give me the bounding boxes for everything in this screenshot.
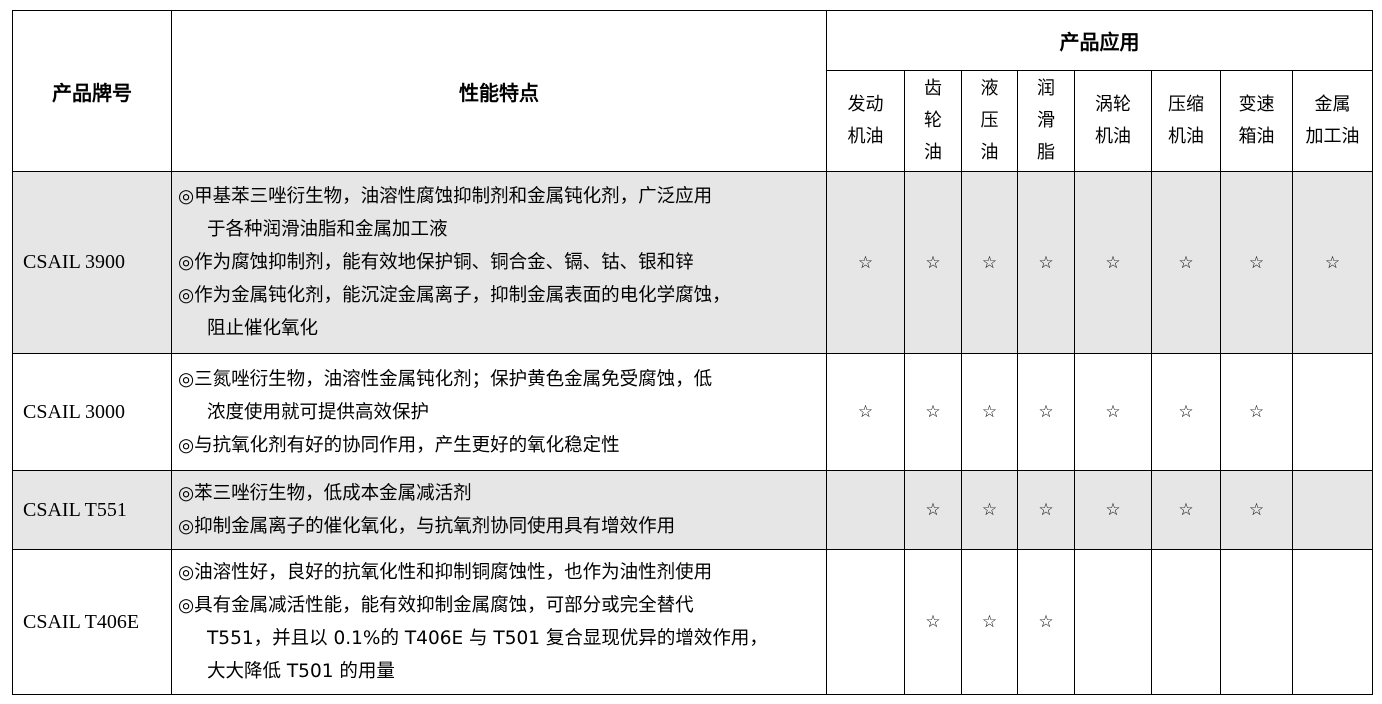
header-features: 性能特点	[171, 10, 827, 172]
empty-cell	[826, 549, 905, 695]
header-app-line: 变速	[1238, 94, 1275, 115]
header-app-2: 液压油	[961, 70, 1018, 172]
star-icon: ☆	[904, 549, 962, 695]
table-row: CSAIL 3000 ◎三氮唑衍生物，油溶性金属钝化剂；保护黄色金属免受腐蚀，低浓…	[12, 353, 1373, 471]
feature-line: ◎作为腐蚀抑制剂，能有效地保护铜、铜合金、镉、钴、银和锌	[178, 252, 694, 273]
header-app-7: 金属 加工油	[1292, 70, 1373, 172]
header-app-3: 润滑脂	[1017, 70, 1075, 172]
header-app-line: 轮	[924, 110, 942, 131]
star-icon: ☆	[1151, 171, 1221, 354]
star-icon: ☆	[1074, 171, 1152, 354]
header-app-line: 压	[980, 110, 999, 131]
product-name: CSAIL T406E	[12, 549, 172, 695]
header-app-line: 机油	[1168, 126, 1204, 147]
header-app-line: 金属	[1314, 94, 1351, 115]
feature-line: ◎三氮唑衍生物，油溶性金属钝化剂；保护黄色金属免受腐蚀，低	[178, 368, 713, 390]
header-product: 产品牌号	[12, 10, 172, 172]
header-app-6: 变速 箱油	[1220, 70, 1293, 172]
empty-cell	[1220, 549, 1293, 695]
header-app-line: 机油	[847, 126, 884, 147]
star-icon: ☆	[961, 470, 1018, 550]
header-app-line: 液	[980, 78, 999, 99]
table-row: CSAIL 3900 ◎甲基苯三唑衍生物，油溶性腐蚀抑制剂和金属钝化剂，广泛应用于…	[12, 171, 1373, 354]
feature-line: T551，并且以 0.1%的 T406E 与 T501 复合显现优异的增效作用，	[207, 628, 768, 649]
star-icon: ☆	[826, 353, 905, 471]
empty-cell	[1292, 353, 1373, 471]
feature-line: ◎油溶性好，良好的抗氧化性和抑制铜腐蚀性，也作为油性剂使用	[178, 562, 713, 583]
star-icon: ☆	[1017, 549, 1075, 695]
product-name: CSAIL 3000	[12, 353, 172, 471]
header-app-0: 发动 机油	[826, 70, 905, 172]
header-app-line: 滑	[1037, 110, 1055, 131]
header-app-line: 油	[980, 142, 999, 163]
star-icon: ☆	[1220, 171, 1293, 354]
empty-cell	[1292, 470, 1373, 550]
star-icon: ☆	[1220, 353, 1293, 471]
feature-cell: ◎甲基苯三唑衍生物，油溶性腐蚀抑制剂和金属钝化剂，广泛应用于各种润滑油脂和金属加…	[171, 171, 827, 354]
table-row: CSAIL T406E ◎油溶性好，良好的抗氧化性和抑制铜腐蚀性，也作为油性剂使用…	[12, 549, 1373, 695]
product-table: 产品牌号 性能特点 产品应用 发动 机油齿轮油液压油润滑脂涡轮 机油 压缩 机油 变速 箱油…	[12, 10, 1373, 695]
star-icon: ☆	[1017, 353, 1075, 471]
header-app-line: 加工油	[1305, 126, 1360, 147]
star-icon: ☆	[1220, 470, 1293, 550]
header-app-5: 压缩 机油	[1151, 70, 1221, 172]
star-icon: ☆	[904, 171, 962, 354]
feature-line: ◎作为金属钝化剂，能沉淀金属离子，抑制金属表面的电化学腐蚀，	[178, 285, 731, 306]
feature-line: 于各种润滑油脂和金属加工液	[207, 219, 448, 240]
feature-line: ◎具有金属减活性能，能有效抑制金属腐蚀，可部分或完全替代	[178, 595, 694, 616]
star-icon: ☆	[961, 171, 1018, 354]
header-app-line: 油	[924, 142, 942, 163]
star-icon: ☆	[1017, 470, 1075, 550]
header-app-line: 齿	[924, 78, 942, 99]
star-icon: ☆	[826, 171, 905, 354]
empty-cell	[1292, 549, 1373, 695]
star-icon: ☆	[904, 353, 962, 471]
star-icon: ☆	[1017, 171, 1075, 354]
header-app-line: 压缩	[1168, 94, 1204, 115]
feature-line: 阻止催化氧化	[207, 318, 319, 339]
star-icon: ☆	[1151, 470, 1221, 550]
empty-cell	[1074, 549, 1152, 695]
star-icon: ☆	[1074, 470, 1152, 550]
product-name: CSAIL T551	[12, 470, 172, 550]
header-app-4: 涡轮 机油	[1074, 70, 1152, 172]
header-app-line: 脂	[1037, 142, 1055, 163]
star-icon: ☆	[904, 470, 962, 550]
feature-line: ◎苯三唑衍生物，低成本金属减活剂	[178, 483, 472, 504]
header-app-line: 箱油	[1238, 126, 1275, 147]
star-icon: ☆	[961, 353, 1018, 471]
empty-cell	[826, 470, 905, 550]
header-app-line: 涡轮	[1095, 94, 1131, 115]
feature-line: ◎甲基苯三唑衍生物，油溶性腐蚀抑制剂和金属钝化剂，广泛应用	[178, 186, 713, 207]
header-app-line: 发动	[847, 94, 884, 115]
feature-line: 大大降低 T501 的用量	[207, 661, 395, 682]
feature-cell: ◎油溶性好，良好的抗氧化性和抑制铜腐蚀性，也作为油性剂使用 ◎具有金属减活性能，能…	[171, 549, 827, 695]
empty-cell	[1151, 549, 1221, 695]
feature-cell: ◎苯三唑衍生物，低成本金属减活剂 ◎抑制金属离子的催化氧化，与抗氧剂协同使用具有增…	[171, 470, 827, 550]
header-app-line: 机油	[1095, 126, 1131, 147]
header-app-1: 齿轮油	[904, 70, 962, 172]
feature-line: 浓度使用就可提供高效保护	[207, 401, 430, 423]
feature-cell: ◎三氮唑衍生物，油溶性金属钝化剂；保护黄色金属免受腐蚀，低浓度使用就可提供高效保…	[171, 353, 827, 471]
product-name: CSAIL 3900	[12, 171, 172, 354]
star-icon: ☆	[1292, 171, 1373, 354]
star-icon: ☆	[961, 549, 1018, 695]
star-icon: ☆	[1074, 353, 1152, 471]
header-applications: 产品应用	[826, 10, 1373, 71]
header-app-line: 润	[1037, 78, 1055, 99]
feature-line: ◎抑制金属离子的催化氧化，与抗氧剂协同使用具有增效作用	[178, 516, 676, 537]
feature-line: ◎与抗氧化剂有好的协同作用，产生更好的氧化稳定性	[178, 434, 620, 456]
star-icon: ☆	[1151, 353, 1221, 471]
table-row: CSAIL T551 ◎苯三唑衍生物，低成本金属减活剂 ◎抑制金属离子的催化氧化，与…	[12, 470, 1373, 550]
